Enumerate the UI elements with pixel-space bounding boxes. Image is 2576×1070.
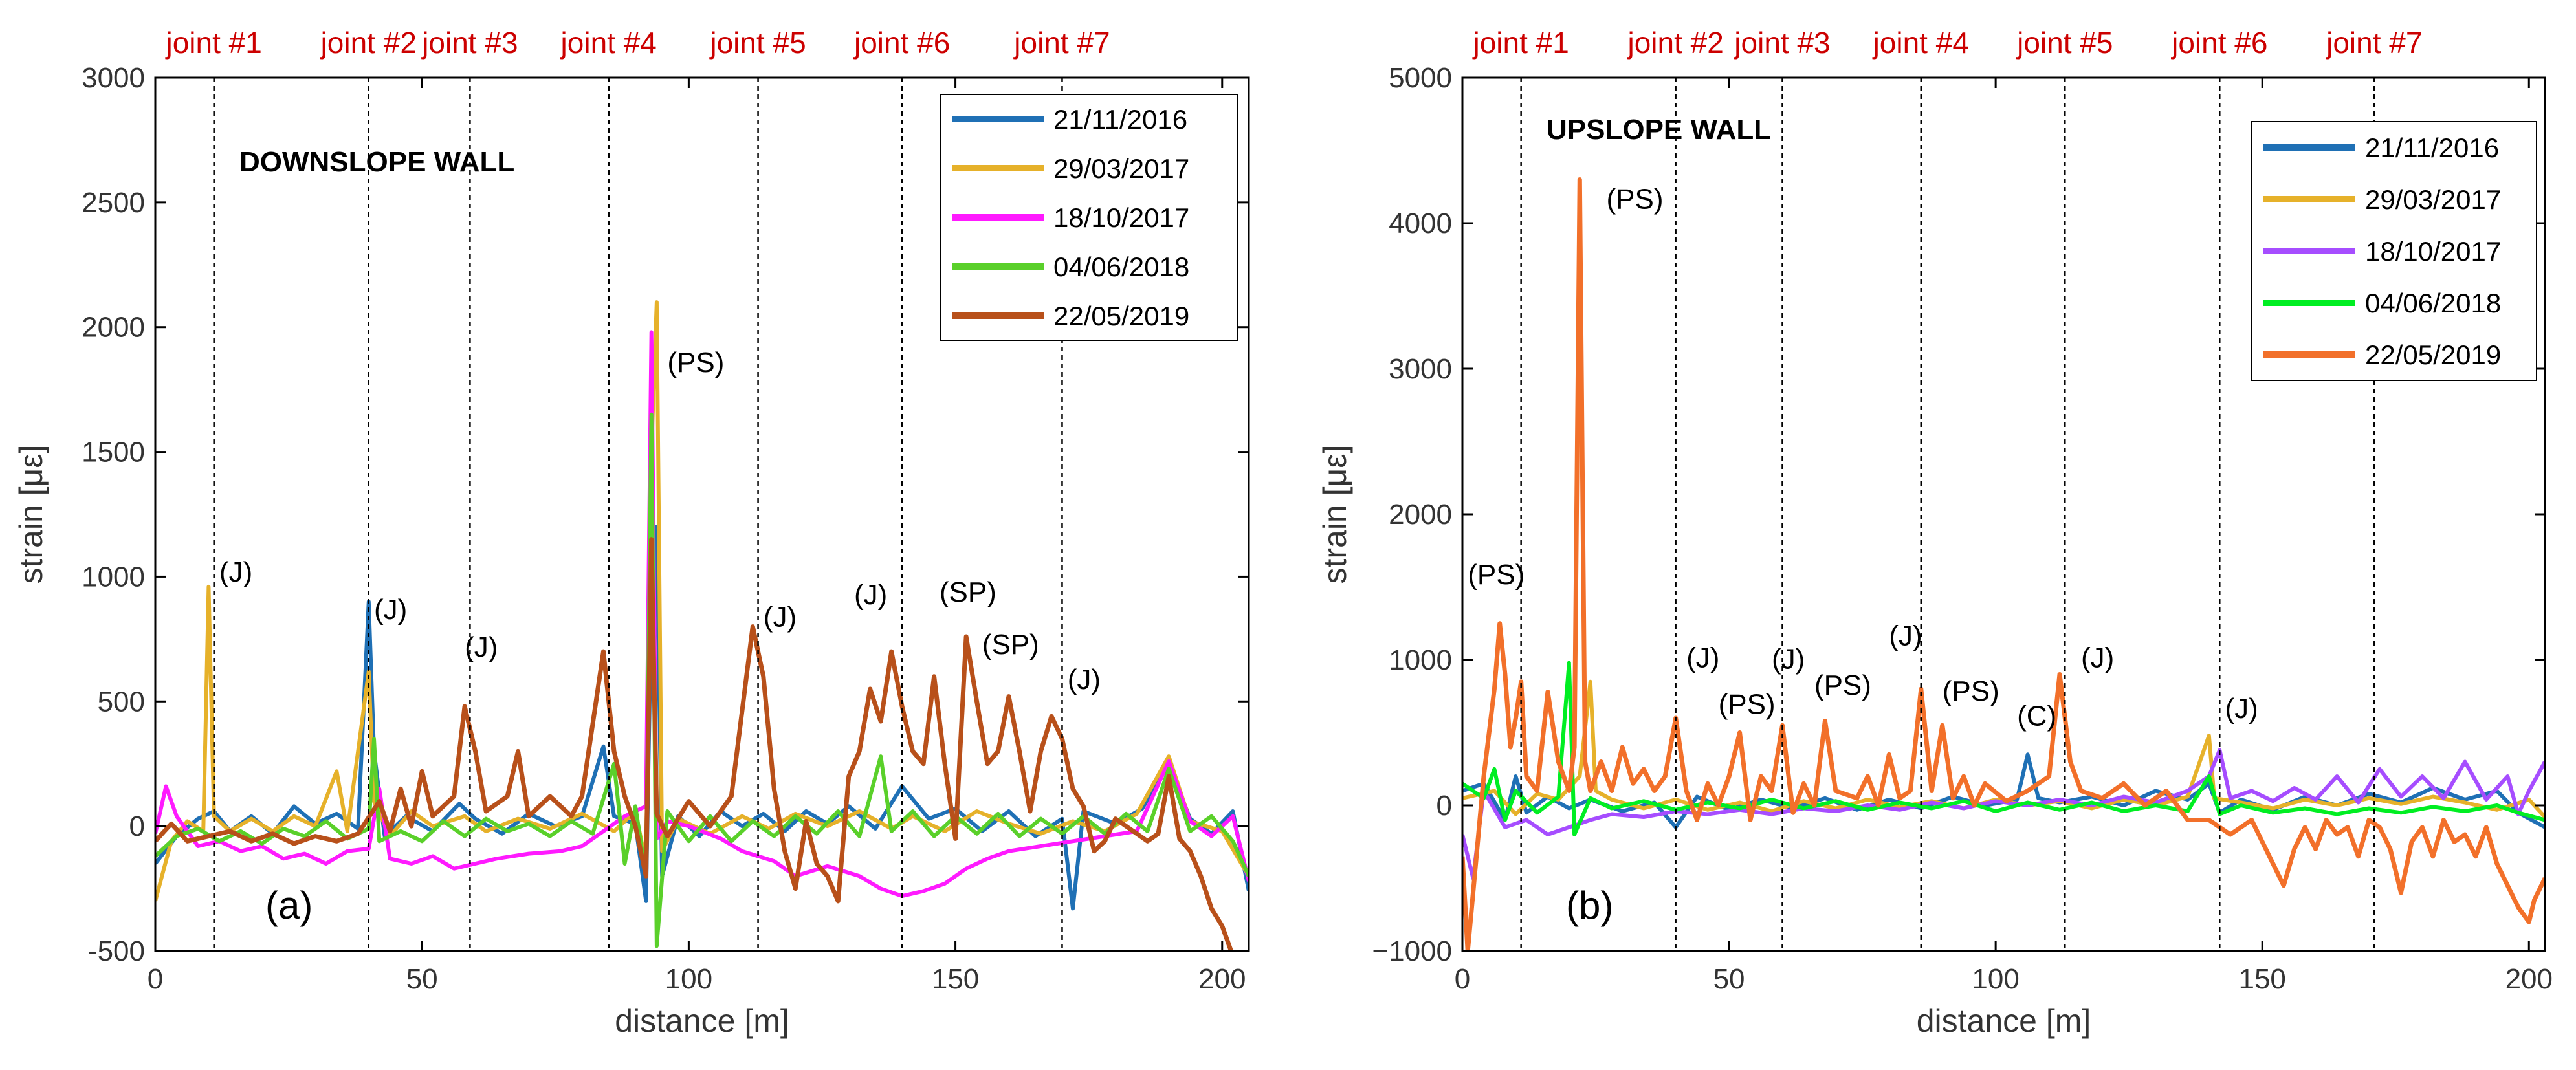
y-tick-label: -500 bbox=[88, 935, 145, 967]
annotation-8: (PS) bbox=[1943, 675, 1999, 707]
panel-label: (a) bbox=[265, 884, 313, 927]
y-tick-label: 2000 bbox=[82, 312, 145, 344]
panel-upslope: joint #1 joint #2 joint #3 joint #4 joint #5… bbox=[1317, 26, 2553, 1039]
series-line-22-05-2019 bbox=[1462, 177, 2545, 951]
x-axis-label: distance [m] bbox=[1917, 1003, 2091, 1039]
annotation-7: (J) bbox=[1889, 620, 1922, 652]
x-tick-label: 100 bbox=[665, 963, 712, 995]
x-tick-label: 50 bbox=[406, 963, 438, 995]
annotation-5: (J) bbox=[764, 602, 797, 633]
series-line-04-06-2018 bbox=[1462, 661, 2545, 836]
y-tick-label: 1500 bbox=[82, 437, 145, 468]
y-tick-label: 5000 bbox=[1389, 62, 1452, 94]
joint-label-3: joint #3 bbox=[421, 26, 518, 60]
y-tick-label: 500 bbox=[98, 686, 145, 717]
annotation-3: (J) bbox=[1686, 642, 1719, 673]
x-axis-label: distance [m] bbox=[615, 1003, 789, 1039]
x-tick-label: 100 bbox=[1972, 963, 2019, 995]
joint-label-4: joint #4 bbox=[1872, 26, 1969, 60]
annotation-4: (PS) bbox=[1719, 688, 1776, 720]
joint-label-4: joint #4 bbox=[560, 26, 657, 60]
legend-entry-label: 29/03/2017 bbox=[1053, 153, 1189, 184]
y-tick-label: 2500 bbox=[82, 187, 145, 219]
legend-entry-label: 18/10/2017 bbox=[1053, 202, 1189, 233]
annotation-7: (SP) bbox=[940, 576, 996, 608]
annotation-9: (J) bbox=[1068, 664, 1101, 695]
legend-entry-label: 21/11/2016 bbox=[2365, 133, 2499, 163]
annotation-8: (SP) bbox=[982, 629, 1039, 661]
joint-label-6: joint #6 bbox=[2170, 26, 2267, 60]
annotation-5: (J) bbox=[1772, 644, 1805, 675]
x-tick-label: 150 bbox=[2238, 963, 2285, 995]
legend: 21/11/2016 29/03/2017 18/10/2017 04/06/2018… bbox=[940, 94, 1238, 341]
legend-entry-label: 04/06/2018 bbox=[2365, 288, 2501, 318]
series-line-18-10-2017 bbox=[1462, 748, 2545, 880]
plot-title: UPSLOPE WALL bbox=[1547, 114, 1771, 146]
series-lines-group bbox=[1462, 177, 2545, 951]
panel-label: (b) bbox=[1566, 884, 1613, 927]
joint-label-1: joint #1 bbox=[165, 26, 262, 60]
joint-label-7: joint #7 bbox=[2325, 26, 2422, 60]
plot-title: DOWNSLOPE WALL bbox=[239, 146, 514, 178]
y-tick-label: 3000 bbox=[82, 62, 145, 94]
annotation-2: (PS) bbox=[1607, 184, 1664, 215]
y-axis-label: strain [με] bbox=[1317, 444, 1353, 584]
joint-label-6: joint #6 bbox=[853, 26, 950, 60]
annotation-3: (J) bbox=[465, 631, 498, 663]
y-tick-label: 2000 bbox=[1389, 499, 1452, 530]
annotation-1: (J) bbox=[219, 556, 252, 588]
annotation-2: (J) bbox=[374, 594, 407, 626]
legend-entry-label: 18/10/2017 bbox=[2365, 236, 2501, 267]
series-line-18-10-2017 bbox=[155, 330, 1249, 899]
annotations-group: (PS)(PS)(J)(PS)(J)(PS)(J)(PS)(C)(J)(J) bbox=[1468, 184, 2258, 732]
series-line-22-05-2019 bbox=[155, 537, 1234, 951]
legend-entry-label: 22/05/2019 bbox=[1053, 301, 1189, 331]
x-tick-label: 150 bbox=[932, 963, 979, 995]
annotation-10: (J) bbox=[2081, 642, 2114, 673]
joint-label-5: joint #5 bbox=[709, 26, 806, 60]
annotations-group: (J) (J) (J) (PS) (J) (J) (SP) (SP) (J) bbox=[219, 347, 1101, 695]
annotation-9: (C) bbox=[2017, 700, 2056, 732]
legend-entry-label: 04/06/2018 bbox=[1053, 252, 1189, 282]
x-tick-label: 200 bbox=[1198, 963, 1246, 995]
y-tick-label: 0 bbox=[129, 811, 145, 842]
joint-label-5: joint #5 bbox=[2016, 26, 2113, 60]
joint-label-2: joint #2 bbox=[1626, 26, 1723, 60]
joint-label-7: joint #7 bbox=[1013, 26, 1110, 60]
annotation-11: (J) bbox=[2225, 693, 2258, 725]
y-tick-label: 3000 bbox=[1389, 353, 1452, 385]
joint-label-1: joint #1 bbox=[1471, 26, 1569, 60]
x-tick-label: 0 bbox=[148, 963, 163, 995]
legend-entry-label: 21/11/2016 bbox=[1053, 104, 1187, 135]
y-tick-label: −1000 bbox=[1372, 935, 1452, 967]
annotation-6: (PS) bbox=[1814, 670, 1871, 701]
annotation-1: (PS) bbox=[1468, 559, 1525, 591]
y-tick-label: 1000 bbox=[1389, 644, 1452, 676]
annotation-4: (PS) bbox=[667, 347, 724, 378]
x-tick-label: 200 bbox=[2505, 963, 2553, 995]
joint-label-2: joint #2 bbox=[320, 26, 417, 60]
legend: 21/11/2016 29/03/2017 18/10/2017 04/06/2018… bbox=[2251, 121, 2537, 381]
y-tick-label: 0 bbox=[1437, 790, 1452, 822]
y-axis-label: strain [με] bbox=[13, 444, 49, 584]
joint-lines-group: joint #1 joint #2 joint #3 joint #4 joint #5… bbox=[1471, 26, 2422, 951]
panel-downslope: joint #1 joint #2 joint #3 joint #4 joint #5… bbox=[13, 26, 1250, 1039]
y-tick-label: 1000 bbox=[82, 561, 145, 593]
plot-frame bbox=[154, 76, 1250, 952]
x-tick-label: 0 bbox=[1455, 963, 1470, 995]
y-tick-label: 4000 bbox=[1389, 208, 1452, 239]
joint-label-3: joint #3 bbox=[1733, 26, 1830, 60]
legend-entry-label: 29/03/2017 bbox=[2365, 184, 2501, 215]
annotation-6: (J) bbox=[854, 579, 887, 611]
legend-entry-label: 22/05/2019 bbox=[2365, 340, 2501, 370]
x-tick-label: 50 bbox=[1713, 963, 1745, 995]
